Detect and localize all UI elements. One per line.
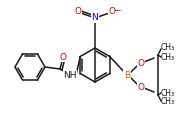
Text: O: O — [137, 59, 144, 68]
Text: −: − — [113, 6, 121, 15]
Text: O: O — [59, 53, 66, 62]
Text: O: O — [137, 83, 144, 92]
Text: CH₃: CH₃ — [161, 53, 175, 62]
Text: CH₃: CH₃ — [161, 44, 175, 53]
Text: CH₃: CH₃ — [161, 89, 175, 98]
Text: O: O — [109, 8, 116, 16]
Text: CH₃: CH₃ — [161, 98, 175, 107]
Text: N: N — [92, 14, 98, 23]
Text: O: O — [75, 8, 82, 16]
Text: NH: NH — [63, 70, 77, 79]
Text: B: B — [124, 70, 130, 79]
